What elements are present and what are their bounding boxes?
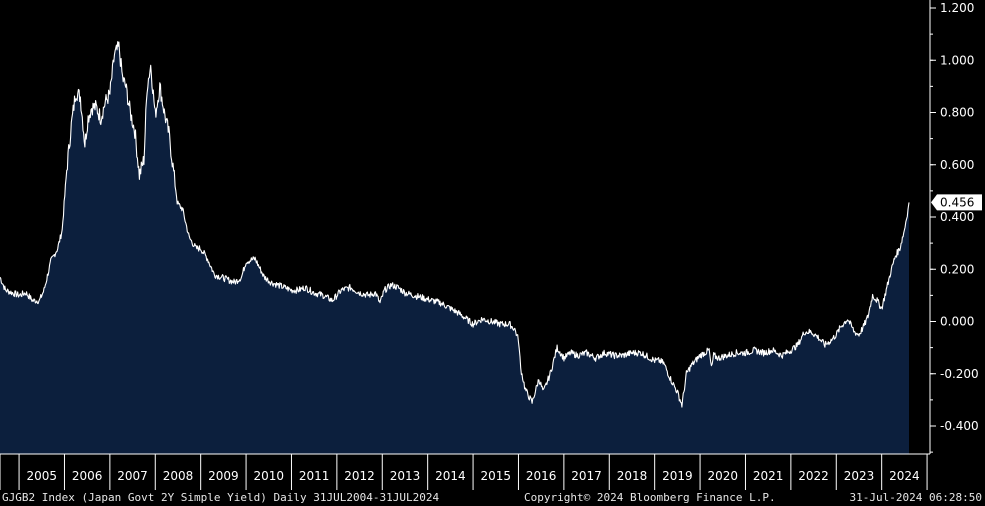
area-fill [0,41,909,454]
x-tick-label: 2010 [253,469,284,483]
x-tick-label: 2015 [480,469,511,483]
area-layer [0,41,910,454]
y-tick-label: 0.000 [940,315,974,329]
x-tick-label: 2005 [26,469,57,483]
x-tick-label: 2014 [435,469,466,483]
x-tick-label: 2011 [299,469,330,483]
y-tick-label: 0.200 [940,262,974,276]
x-tick-label: 2018 [617,469,648,483]
index-label: GJGB2 Index (Japan Govt 2Y Simple Yield)… [2,491,440,504]
x-tick-label: 2013 [390,469,421,483]
y-tick-label: 0.800 [940,106,974,120]
y-tick-label: 0.400 [940,210,974,224]
x-tick-label: 2006 [72,469,103,483]
y-tick-label: -0.200 [940,367,979,381]
x-tick-label: 2008 [163,469,194,483]
y-tick-label: 0.600 [940,158,974,172]
x-tick-label: 2012 [344,469,375,483]
x-tick-label: 2021 [753,469,784,483]
y-tick-label: 1.200 [940,1,974,15]
x-tick-label: 2024 [889,469,920,483]
x-tick-label: 2016 [526,469,557,483]
footer: GJGB2 Index (Japan Govt 2Y Simple Yield)… [0,490,985,506]
x-tick-label: 2007 [117,469,148,483]
series-line [0,41,910,408]
x-tick-label: 2017 [571,469,602,483]
axis-layer: 1.200 1.000 0.800 0.600 0.400 0.200 0.000 -0.20… [0,0,982,490]
x-tick-label: 2022 [798,469,829,483]
x-tick-label: 2023 [844,469,875,483]
x-tick-label: 2009 [208,469,239,483]
last-value-label: 0.456 [940,195,974,209]
y-tick-label: -0.400 [940,419,979,433]
x-tick-label: 2019 [662,469,693,483]
copyright-text: Copyright© 2024 Bloomberg Finance L.P. [524,491,776,504]
yield-chart: 1.200 1.000 0.800 0.600 0.400 0.200 0.000 -0.20… [0,0,982,490]
x-tick-label: 2020 [707,469,738,483]
y-tick-label: 1.000 [940,53,974,67]
last-value-tag [931,194,982,211]
timestamp-text: 31-Jul-2024 06:28:50 [849,491,982,504]
